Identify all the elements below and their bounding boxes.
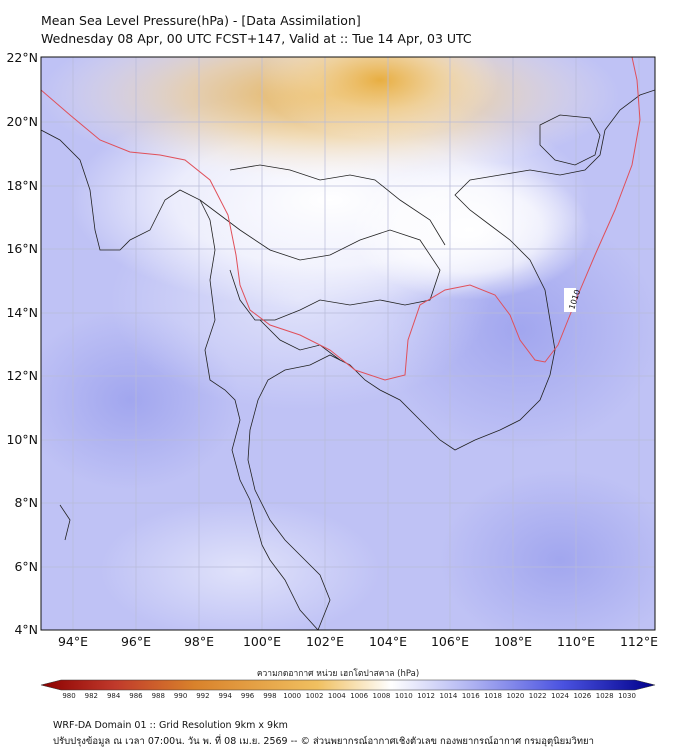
lon-label-108e: 108°E xyxy=(493,634,532,649)
lon-label-96e: 96°E xyxy=(120,634,152,649)
colorbar-tick-label: 1022 xyxy=(528,692,547,700)
colorbar-tick-label: 986 xyxy=(129,692,143,700)
colorbar-tick-label: 1010 xyxy=(394,692,413,700)
pressure-field xyxy=(41,57,655,630)
colorbar-tick-label: 984 xyxy=(106,692,121,700)
colorbar-tick-label: 1012 xyxy=(417,692,436,700)
coastlines xyxy=(41,89,655,630)
lon-label-110e: 110°E xyxy=(556,634,595,649)
isobar-1010 xyxy=(41,57,641,381)
lat-label-18n: 18°N xyxy=(6,178,38,193)
lat-label-20n: 20°N xyxy=(6,114,38,129)
lat-label-6n: 6°N xyxy=(14,559,38,574)
lat-label-16n: 16°N xyxy=(6,241,38,256)
colorbar-tick-label: 1004 xyxy=(327,692,346,700)
colorbar-tick-label: 1020 xyxy=(506,692,525,700)
colorbar-tick-label: 1026 xyxy=(573,692,592,700)
colorbar-title: ความกดอากาศ หน่วย เฮกโตปาสคาล (hPa) xyxy=(256,669,420,679)
map-title: Mean Sea Level Pressure(hPa) - [Data Ass… xyxy=(41,13,361,28)
colorbar-tick-label: 998 xyxy=(263,692,277,700)
grid-lines xyxy=(41,57,655,630)
colorbar-tick-label: 1008 xyxy=(372,692,391,700)
colorbar-tick-label: 1028 xyxy=(595,692,614,700)
colorbar-tick-label: 1000 xyxy=(283,692,302,700)
colorbar-tick-label: 996 xyxy=(240,692,255,700)
lon-label-104e: 104°E xyxy=(368,634,407,649)
colorbar-tick-label: 980 xyxy=(62,692,76,700)
lon-label-106e: 106°E xyxy=(430,634,469,649)
lat-label-14n: 14°N xyxy=(6,305,38,320)
footer-model-info: WRF-DA Domain 01 :: Grid Resolution 9km … xyxy=(53,720,288,731)
lat-label-12n: 12°N xyxy=(6,368,38,383)
colorbar-tick-label: 994 xyxy=(218,692,232,700)
footer-credit: ปรับปรุงข้อมูล ณ เวลา 07:00น. วัน พ. ที่… xyxy=(53,736,594,747)
colorbar-tick-label: 1014 xyxy=(439,692,458,700)
lat-label-8n: 8°N xyxy=(14,495,38,510)
colorbar-tick-label: 1002 xyxy=(305,692,324,700)
colorbar-tick-label: 992 xyxy=(196,692,210,700)
lon-label-102e: 102°E xyxy=(305,634,344,649)
colorbar-tick-label: 982 xyxy=(84,692,98,700)
map-subtitle: Wednesday 08 Apr, 00 UTC FCST+147, Valid… xyxy=(41,31,472,46)
lon-label-98e: 98°E xyxy=(183,634,215,649)
lat-label-4n: 4°N xyxy=(14,622,38,637)
colorbar-tick-label: 1030 xyxy=(618,692,636,700)
colorbar-tick-label: 1006 xyxy=(350,692,369,700)
lon-label-112e: 112°E xyxy=(619,634,658,649)
colorbar-tick-label: 1016 xyxy=(461,692,480,700)
colorbar xyxy=(40,679,656,691)
colorbar-tick-label: 1018 xyxy=(484,692,502,700)
colorbar-tick-label: 990 xyxy=(173,692,188,700)
map-frame xyxy=(40,56,656,631)
lon-label-100e: 100°E xyxy=(242,634,281,649)
colorbar-tick-label: 988 xyxy=(151,692,165,700)
lon-label-94e: 94°E xyxy=(57,634,89,649)
lat-label-10n: 10°N xyxy=(6,432,38,447)
colorbar-tick-label: 1024 xyxy=(551,692,569,700)
lat-label-22n: 22°N xyxy=(6,50,38,65)
